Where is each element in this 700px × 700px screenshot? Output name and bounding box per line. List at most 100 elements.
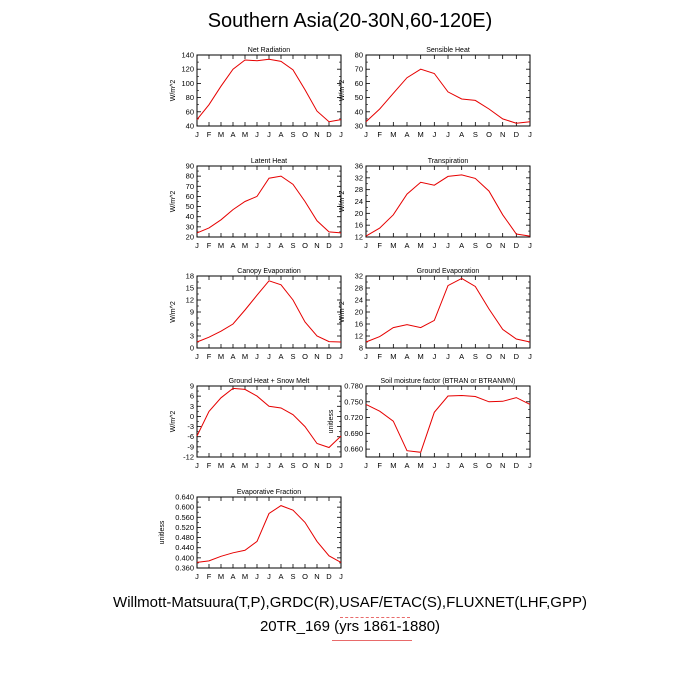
ground-evaporation-xtick-label: O — [486, 352, 492, 361]
canopy-evaporation-title: Canopy Evaporation — [237, 268, 301, 275]
transpiration-xtick-label: O — [486, 241, 492, 250]
evaporative-fraction-ytick-label: 0.640 — [175, 493, 194, 502]
net-radiation-xtick-label: S — [290, 130, 295, 139]
ground-heat-snow-melt-xtick-label: J — [195, 461, 199, 470]
net-radiation-xtick-label: D — [326, 130, 332, 139]
ground-heat-snow-melt-title: Ground Heat + Snow Melt — [229, 378, 310, 385]
latent-heat-ylabel: W/m^2 — [170, 191, 177, 213]
ground-heat-snow-melt-xtick-label: M — [218, 461, 224, 470]
evaporative-fraction-panel: Evaporative Fraction 0.360 0.4000.4400.480… — [159, 489, 343, 581]
sensible-heat-ytick-label: 50 — [355, 93, 363, 102]
sensible-heat-xtick-label: A — [459, 130, 464, 139]
net-radiation-ytick-label: 60 — [186, 107, 194, 116]
sensible-heat-xtick-label: J — [432, 130, 436, 139]
evaporative-fraction-series-line — [196, 505, 342, 563]
sensible-heat-xtick-label: M — [418, 130, 424, 139]
sensible-heat-ytick-label: 40 — [355, 107, 363, 116]
soil-moisture-factor-btran-or-btranmn-xtick-label: S — [473, 461, 478, 470]
latent-heat-ytick-label: 30 — [186, 222, 194, 231]
soil-moisture-factor-btran-or-btranmn-xtick-label: M — [418, 461, 424, 470]
evaporative-fraction-ylabel: unitless — [159, 520, 166, 544]
soil-moisture-factor-btran-or-btranmn-ytick-label: 0.690 — [344, 429, 363, 438]
latent-heat-xtick-label: A — [230, 241, 235, 250]
canopy-evaporation-ytick-label: 3 — [190, 332, 194, 341]
transpiration-ytick-label: 28 — [355, 185, 363, 194]
latent-heat-xtick-label: M — [218, 241, 224, 250]
sensible-heat-xtick-label: D — [514, 130, 520, 139]
ground-heat-snow-melt-ytick-label: -3 — [187, 422, 194, 431]
latent-heat-ytick-label: 20 — [186, 233, 194, 242]
net-radiation-title: Net Radiation — [248, 47, 291, 54]
transpiration-xtick-label: J — [528, 241, 532, 250]
evaporative-fraction-xtick-label: A — [278, 572, 283, 581]
transpiration-xtick-label: D — [514, 241, 520, 250]
evaporative-fraction-ytick-label: 0.360 — [175, 564, 194, 573]
net-radiation-xtick-label: A — [278, 130, 283, 139]
latent-heat-xtick-label: J — [267, 241, 271, 250]
latent-heat-xtick-label: A — [278, 241, 283, 250]
soil-moisture-factor-btran-or-btranmn-ytick-label: 0.660 — [344, 445, 363, 454]
ground-evaporation-xtick-label: N — [500, 352, 505, 361]
sensible-heat-ylabel: W/m^2 — [339, 80, 346, 102]
net-radiation-series-line — [196, 58, 342, 123]
canopy-evaporation-ytick-label: 15 — [186, 284, 194, 293]
ground-evaporation-xtick-label: F — [377, 352, 382, 361]
transpiration-xtick-label: M — [418, 241, 424, 250]
canopy-evaporation-ytick-label: 0 — [190, 344, 194, 353]
net-radiation-xtick-label: A — [230, 130, 235, 139]
latent-heat-title: Latent Heat — [251, 158, 287, 165]
canopy-evaporation-xtick-label: J — [255, 352, 259, 361]
net-radiation-ylabel: W/m^2 — [170, 80, 177, 102]
canopy-evaporation-xtick-label: J — [195, 352, 199, 361]
net-radiation-ytick-label: 40 — [186, 122, 194, 131]
run-period-caption: 20TR_169 (yrs 1861-1880) — [259, 618, 441, 635]
net-radiation-xtick-label: J — [267, 130, 271, 139]
ground-heat-snow-melt-xtick-label: M — [242, 461, 248, 470]
canopy-evaporation-ytick-label: 6 — [190, 320, 194, 329]
net-radiation-xtick-label: J — [339, 130, 343, 139]
ground-evaporation-ytick-label: 12 — [355, 332, 363, 341]
soil-moisture-factor-btran-or-btranmn-xtick-label: D — [514, 461, 520, 470]
ground-evaporation-xtick-label: M — [418, 352, 424, 361]
canopy-evaporation-xtick-label: M — [218, 352, 224, 361]
ground-evaporation-title: Ground Evaporation — [417, 268, 480, 275]
sensible-heat-ytick-label: 30 — [355, 122, 363, 131]
sensible-heat-xtick-label: N — [500, 130, 505, 139]
soil-moisture-factor-btran-or-btranmn-xtick-label: J — [446, 461, 450, 470]
latent-heat-xtick-label: D — [326, 241, 332, 250]
sensible-heat-ytick-label: 70 — [355, 65, 363, 74]
ground-heat-snow-melt-xtick-label: A — [278, 461, 283, 470]
canopy-evaporation-xtick-label: M — [242, 352, 248, 361]
canopy-evaporation-ytick-label: 12 — [186, 296, 194, 305]
transpiration-xtick-label: J — [432, 241, 436, 250]
evaporative-fraction-xtick-label: J — [195, 572, 199, 581]
ground-heat-snow-melt-ytick-label: -6 — [187, 432, 194, 441]
evaporative-fraction-ytick-label: 0.480 — [175, 533, 194, 542]
ground-heat-snow-melt-ylabel: W/m^2 — [170, 411, 177, 433]
latent-heat-ytick-label: 50 — [186, 202, 194, 211]
transpiration-ylabel: W/m^2 — [339, 191, 346, 213]
sensible-heat-xtick-label: A — [404, 130, 409, 139]
ground-heat-snow-melt-ytick-label: 3 — [190, 402, 194, 411]
net-radiation-xtick-label: J — [255, 130, 259, 139]
sensible-heat-xtick-label: J — [528, 130, 532, 139]
soil-moisture-factor-btran-or-btranmn-xtick-label: A — [459, 461, 464, 470]
canopy-evaporation-ytick-label: 9 — [190, 308, 194, 317]
soil-moisture-factor-btran-or-btranmn-panel: Soil moisture factor (BTRAN or BTRANMN) 0… — [328, 378, 532, 470]
canopy-evaporation-xtick-label: O — [302, 352, 308, 361]
soil-moisture-factor-btran-or-btranmn-xtick-label: F — [377, 461, 382, 470]
ground-heat-snow-melt-xtick-label: J — [255, 461, 259, 470]
net-radiation-xtick-label: N — [314, 130, 319, 139]
latent-heat-series-line — [196, 175, 342, 234]
net-radiation-xtick-label: O — [302, 130, 308, 139]
canopy-evaporation-xtick-label: A — [230, 352, 235, 361]
canopy-evaporation-xtick-label: N — [314, 352, 319, 361]
ground-heat-snow-melt-ytick-label: 6 — [190, 392, 194, 401]
transpiration-ytick-label: 12 — [355, 233, 363, 242]
